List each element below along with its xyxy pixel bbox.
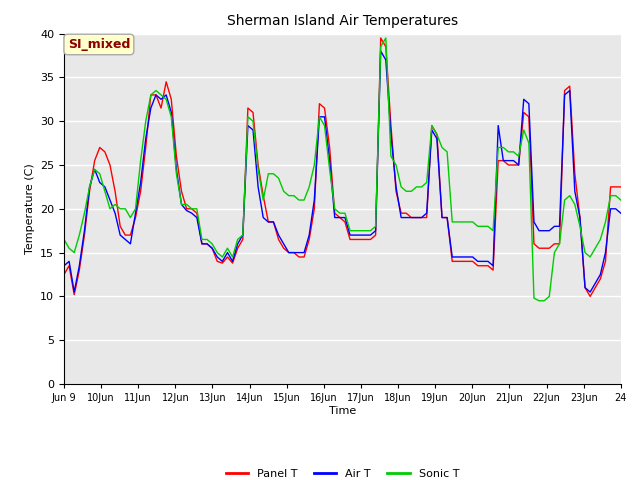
- Line: Panel T: Panel T: [64, 38, 621, 296]
- Panel T: [223, 254, 231, 260]
- Air T: [70, 289, 78, 295]
- Panel T: [459, 258, 467, 264]
- Sonic T: [591, 245, 599, 251]
- Panel T: [316, 101, 323, 107]
- Panel T: [612, 184, 620, 190]
- Legend: Panel T, Air T, Sonic T: Panel T, Air T, Sonic T: [221, 465, 463, 480]
- Panel T: [617, 184, 625, 190]
- Panel T: [331, 210, 339, 216]
- Air T: [228, 258, 236, 264]
- Line: Air T: Air T: [64, 51, 621, 292]
- Sonic T: [382, 35, 390, 41]
- Panel T: [377, 35, 385, 41]
- Air T: [336, 215, 344, 220]
- Sonic T: [612, 193, 620, 199]
- Sonic T: [223, 245, 231, 251]
- Sonic T: [331, 206, 339, 212]
- Air T: [591, 280, 599, 286]
- Sonic T: [60, 237, 68, 242]
- Air T: [321, 114, 328, 120]
- Panel T: [586, 293, 594, 300]
- Air T: [377, 48, 385, 54]
- Sonic T: [316, 114, 323, 120]
- Panel T: [60, 272, 68, 277]
- X-axis label: Time: Time: [329, 406, 356, 416]
- Line: Sonic T: Sonic T: [64, 38, 621, 301]
- Text: SI_mixed: SI_mixed: [68, 38, 130, 51]
- Air T: [464, 254, 472, 260]
- Title: Sherman Island Air Temperatures: Sherman Island Air Temperatures: [227, 14, 458, 28]
- Air T: [617, 210, 625, 216]
- Air T: [60, 263, 68, 269]
- Sonic T: [535, 298, 543, 304]
- Air T: [612, 206, 620, 212]
- Sonic T: [459, 219, 467, 225]
- Y-axis label: Temperature (C): Temperature (C): [24, 163, 35, 254]
- Sonic T: [617, 197, 625, 203]
- Panel T: [591, 285, 599, 290]
